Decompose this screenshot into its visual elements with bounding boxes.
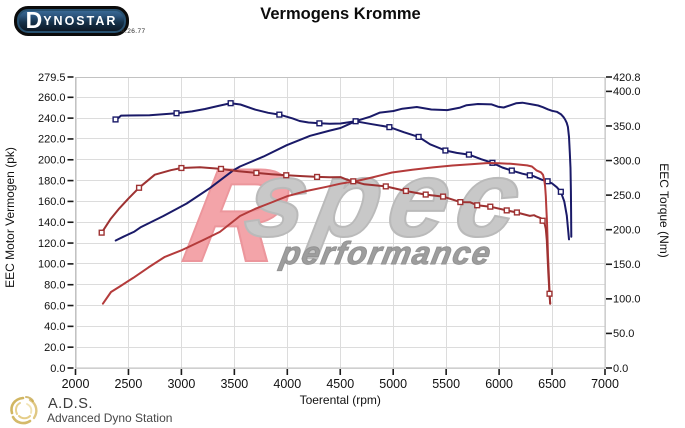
markers-torque-red: [98, 164, 553, 297]
right-tick-label: 200.0: [613, 224, 641, 236]
marker-square: [546, 290, 553, 297]
left-tick-label: 160.0: [38, 196, 66, 208]
x-tick-label: 7000: [591, 377, 619, 391]
right-tick-label: 50.0: [613, 328, 634, 340]
right-tick-label: 250.0: [613, 190, 641, 202]
x-tick-label: 4000: [273, 377, 301, 391]
marker-square: [313, 173, 321, 181]
marker-square: [508, 167, 515, 174]
x-tick-label: 2500: [115, 377, 143, 391]
marker-square: [316, 120, 323, 127]
marker-square: [283, 172, 290, 179]
x-tick-label: 6000: [485, 377, 513, 391]
marker-square: [557, 188, 564, 195]
marker-square: [526, 172, 533, 179]
left-tick-label: 0.0: [50, 363, 65, 375]
right-tick-label: 400.0: [613, 86, 641, 98]
marker-square: [402, 187, 410, 195]
x-tick-label: 3000: [167, 377, 195, 391]
marker-square: [415, 133, 422, 140]
right-tick-label: 150.0: [613, 259, 641, 271]
marker-square: [173, 110, 180, 117]
left-axis-title: EEC Motor Vermogen (pk): [3, 147, 17, 288]
marker-square: [135, 184, 143, 191]
markers-torque-blue: [112, 100, 564, 195]
tick-marks: [67, 76, 612, 375]
gridlines: [75, 77, 606, 369]
marker-square: [503, 207, 510, 214]
dynostar-logo-d: D: [25, 6, 43, 33]
right-axis-title: EEC Torque (Nm): [657, 163, 671, 257]
tick-labels: 0.0 20.0 40.0 60.0 80.0 100.0 120.0 140.0 160.0 1…: [38, 72, 641, 391]
marker-square: [544, 178, 551, 185]
right-tick-label: 350.0: [613, 121, 641, 133]
marker-square: [487, 203, 494, 210]
marker-square: [382, 183, 389, 190]
marker-square: [98, 229, 105, 236]
left-tick-label: 40.0: [44, 321, 65, 333]
ads-logo: A.D.S. Advanced Dyno Station: [6, 394, 306, 428]
marker-square: [457, 198, 464, 206]
marker-square: [513, 209, 520, 216]
marker-square: [352, 118, 359, 125]
ads-abbr: A.D.S.: [48, 396, 93, 412]
marker-square: [253, 169, 260, 177]
marker-square: [539, 217, 546, 224]
swirl-icon: [10, 396, 38, 425]
left-tick-label: 140.0: [38, 217, 66, 229]
marker-square: [386, 124, 393, 131]
marker-square: [178, 164, 185, 172]
marker-square: [227, 100, 234, 107]
x-tick-label: 6500: [538, 377, 566, 391]
dynostar-logo-text: YNOSTAR: [43, 14, 118, 28]
curve-torque-blue: [114, 102, 570, 241]
ads-name: Advanced Dyno Station: [47, 411, 173, 425]
dynostar-logo: D YNOSTAR: [14, 6, 129, 36]
logo-version-text: 4.26.77: [121, 28, 146, 35]
left-tick-label: 260.0: [38, 92, 66, 104]
left-tick-label: 120.0: [38, 238, 66, 250]
x-tick-label: 4500: [326, 377, 354, 391]
chart-title: Vermogens Kromme: [260, 5, 421, 23]
right-tick-label: 100.0: [613, 294, 641, 306]
x-axis-title: Toerental (rpm): [300, 393, 381, 407]
marker-square: [422, 191, 429, 198]
left-tick-label: 60.0: [44, 300, 65, 312]
marker-square: [112, 116, 119, 123]
right-tick-label: 420.8: [613, 72, 641, 84]
left-tick-label: 80.0: [44, 280, 65, 292]
curve-power-red: [101, 162, 552, 305]
right-tick-label: 300.0: [613, 155, 641, 167]
left-tick-label: 180.0: [38, 175, 66, 187]
x-tick-label: 2000: [62, 377, 90, 391]
marker-square: [474, 202, 481, 209]
x-tick-label: 5000: [379, 377, 407, 391]
left-tick-label: 100.0: [38, 259, 66, 271]
left-tick-label: 200.0: [38, 155, 66, 167]
x-tick-label: 5500: [432, 377, 460, 391]
marker-square: [217, 165, 225, 173]
marker-square: [439, 193, 447, 200]
plot-border: [75, 77, 606, 369]
left-tick-label: 279.5: [38, 72, 66, 84]
left-tick-label: 240.0: [38, 113, 66, 125]
left-tick-label: 20.0: [44, 342, 65, 354]
marker-square: [276, 111, 283, 118]
marker-square: [442, 147, 449, 154]
left-tick-label: 220.0: [38, 134, 66, 146]
curve-power-blue: [114, 101, 573, 242]
marker-square: [350, 178, 357, 185]
x-tick-label: 3500: [220, 377, 248, 391]
marker-square: [465, 151, 473, 158]
right-tick-label: 0.0: [613, 363, 628, 375]
